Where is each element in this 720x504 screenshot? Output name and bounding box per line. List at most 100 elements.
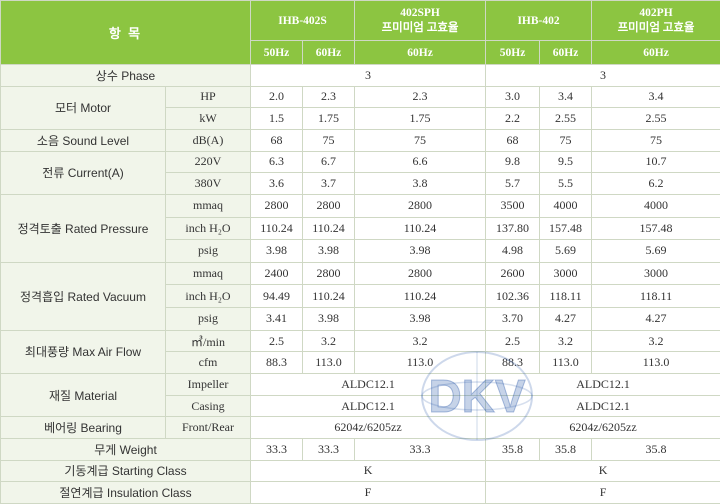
header-model-ihb-402s: IHB-402S xyxy=(250,0,356,41)
cell-value: 137.80 xyxy=(485,216,541,241)
cell-value: K xyxy=(485,459,720,483)
cell-value: 2.55 xyxy=(539,107,593,130)
unit-label: 380V xyxy=(164,172,252,195)
cell-value: 1.75 xyxy=(354,107,487,130)
cell-value: 110.24 xyxy=(250,216,304,241)
row-weight: 무게 Weight 33.3 33.3 33.3 35.8 35.8 35.8 xyxy=(0,437,720,461)
row-label: 전류 Current(A) xyxy=(0,150,166,195)
cell-value: 118.11 xyxy=(539,284,593,309)
cell-value: 6.6 xyxy=(354,150,487,174)
cell-value: ALDC12.1 xyxy=(485,394,720,418)
cell-value: 2800 xyxy=(354,261,487,286)
row-sound: 소음 Sound Level dB(A) 68 75 75 68 75 75 xyxy=(0,128,720,152)
cell-value: 33.3 xyxy=(302,437,356,461)
row-material-impeller: 재질 Material Impeller ALDC12.1 ALDC12.1 xyxy=(0,373,720,418)
row-label: 정격흡입 Rated Vacuum xyxy=(0,261,166,331)
cell-value: 1.75 xyxy=(302,107,356,130)
unit-label: kW xyxy=(164,107,252,130)
cell-value: 3.2 xyxy=(354,329,487,353)
cell-value: 110.24 xyxy=(354,284,487,309)
cell-value: 3.41 xyxy=(250,307,304,331)
cell-value: 2.3 xyxy=(354,85,487,109)
cell-value: 2800 xyxy=(302,193,356,218)
header-hz: 50Hz xyxy=(250,40,304,65)
row-vacuum-inch: inch H₂O 94.49 110.24 110.24 102.36 118.… xyxy=(1,284,720,309)
row-insulation-class: 절연계급 Insulation Class F F xyxy=(0,481,720,504)
cell-value: 2.3 xyxy=(302,85,356,109)
cell-value: ALDC12.1 xyxy=(250,394,487,418)
header-hz: 60Hz xyxy=(302,40,356,65)
cell-value: ALDC12.1 xyxy=(485,373,720,396)
row-vacuum-mmaq: 정격흡입 Rated Vacuum mmaq 2400 2800 2800 26… xyxy=(0,261,720,331)
cell-value: 3.98 xyxy=(250,239,304,263)
unit-label: inch H₂O xyxy=(164,284,252,309)
unit-label: cfm xyxy=(164,351,252,375)
row-label: 상수 Phase xyxy=(0,64,252,87)
unit-label: Front/Rear xyxy=(164,416,252,439)
cell-value: F xyxy=(485,481,720,504)
cell-value: 94.49 xyxy=(250,284,304,309)
row-vacuum-psig: psig 3.41 3.98 3.98 3.70 4.27 4.27 xyxy=(1,307,720,331)
cell-value: 35.8 xyxy=(539,437,593,461)
header-model-402sph-name: 402SPH xyxy=(400,6,440,19)
cell-value: 33.3 xyxy=(354,437,487,461)
row-label: 무게 Weight xyxy=(0,437,252,461)
unit-label: 220V xyxy=(164,150,252,174)
cell-value: 3 xyxy=(485,64,720,87)
cell-value: 2800 xyxy=(250,193,304,218)
cell-value: 3.98 xyxy=(302,239,356,263)
cell-value: 4000 xyxy=(591,193,720,218)
cell-value: 157.48 xyxy=(539,216,593,241)
row-current-220v: 전류 Current(A) 220V 6.3 6.7 6.6 9.8 9.5 1… xyxy=(0,150,720,195)
cell-value: 4.98 xyxy=(485,239,541,263)
cell-value: 3.2 xyxy=(539,329,593,353)
cell-value: 4.27 xyxy=(591,307,720,331)
cell-value: ALDC12.1 xyxy=(250,373,487,396)
cell-value: 157.48 xyxy=(591,216,720,241)
cell-value: 3.4 xyxy=(539,85,593,109)
cell-value: 2600 xyxy=(485,261,541,286)
cell-value: 35.8 xyxy=(591,437,720,461)
row-airflow-m3: 최대풍량 Max Air Flow ㎥/min 2.5 3.2 3.2 2.5 … xyxy=(0,329,720,375)
row-label: 모터 Motor xyxy=(0,85,166,130)
cell-value: 118.11 xyxy=(591,284,720,309)
cell-value: 2400 xyxy=(250,261,304,286)
row-pressure-inch: inch H₂O 110.24 110.24 110.24 137.80 157… xyxy=(1,216,720,241)
row-material-casing: Casing ALDC12.1 ALDC12.1 xyxy=(1,394,720,418)
cell-value: 3.2 xyxy=(591,329,720,353)
cell-value: 3000 xyxy=(591,261,720,286)
cell-value: 2.5 xyxy=(485,329,541,353)
header-model-ihb-402: IHB-402 xyxy=(485,0,593,41)
cell-value: 3.98 xyxy=(354,307,487,331)
unit-label: psig xyxy=(164,239,252,263)
cell-value: 3.98 xyxy=(354,239,487,263)
row-pressure-mmaq: 정격토출 Rated Pressure mmaq 2800 2800 2800 … xyxy=(0,193,720,263)
row-label: 기동계급 Starting Class xyxy=(0,459,252,483)
row-current-380v: 380V 3.6 3.7 3.8 5.7 5.5 6.2 xyxy=(1,172,720,195)
header-model-402sph-sub: 프미미엄 고효율 xyxy=(381,21,459,34)
row-label: 소음 Sound Level xyxy=(0,128,166,152)
cell-value: 6.7 xyxy=(302,150,356,174)
cell-value: 5.69 xyxy=(591,239,720,263)
cell-value: 110.24 xyxy=(354,216,487,241)
cell-value: 3.7 xyxy=(302,172,356,195)
cell-value: 2.0 xyxy=(250,85,304,109)
cell-value: 6204z/6205zz xyxy=(250,416,487,439)
cell-value: 2.2 xyxy=(485,107,541,130)
unit-label: psig xyxy=(164,307,252,331)
cell-value: 3.0 xyxy=(485,85,541,109)
cell-value: 6.2 xyxy=(591,172,720,195)
cell-value: 3 xyxy=(250,64,487,87)
cell-value: 1.5 xyxy=(250,107,304,130)
cell-value: 6.3 xyxy=(250,150,304,174)
header-hz: 60Hz xyxy=(354,40,487,65)
row-bearing: 베어링 Bearing Front/Rear 6204z/6205zz 6204… xyxy=(0,416,720,439)
cell-value: 35.8 xyxy=(485,437,541,461)
cell-value: 3000 xyxy=(539,261,593,286)
header-hz: 50Hz xyxy=(485,40,541,65)
cell-value: 110.24 xyxy=(302,284,356,309)
row-label: 재질 Material xyxy=(0,373,166,418)
row-label: 정격토출 Rated Pressure xyxy=(0,193,166,263)
cell-value: 3500 xyxy=(485,193,541,218)
